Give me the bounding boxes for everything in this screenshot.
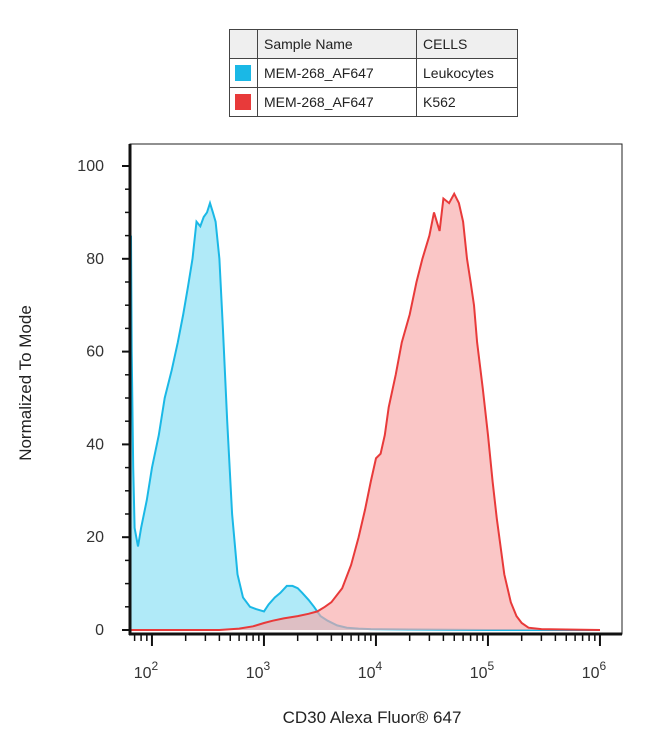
- series-line-k562: [131, 191, 601, 631]
- x-axis-title: CD30 Alexa Fluor® 647: [283, 708, 462, 727]
- y-tick-label: 80: [86, 251, 104, 268]
- series-area-k562: [131, 193, 600, 631]
- legend-sample-name: MEM-268_AF647: [257, 58, 417, 88]
- y-axis-title: Normalized To Mode: [16, 305, 35, 461]
- legend-cells: K562: [416, 87, 518, 117]
- legend-header-cells: CELLS: [416, 29, 518, 59]
- x-tick-label: 105: [470, 659, 495, 682]
- y-tick-label: 20: [86, 529, 104, 546]
- histogram-curves: [130, 191, 601, 631]
- y-tick-label: 60: [86, 344, 104, 361]
- y-tick-label: 100: [77, 158, 104, 175]
- legend-header-sample-name: Sample Name: [257, 29, 417, 59]
- legend-cells: Leukocytes: [416, 58, 518, 88]
- axes: 0 20 40 60 80 100 102 103 104 105 106: [77, 144, 622, 682]
- y-tick-label: 40: [86, 436, 104, 453]
- series-area-leukocytes: [131, 203, 600, 630]
- y-tick-label: 0: [95, 622, 104, 639]
- x-tick-label: 103: [246, 659, 271, 682]
- legend-swatch-k562: [235, 94, 251, 110]
- legend-header-blank: [229, 29, 258, 59]
- sample-legend-table: Sample Name CELLS MEM-268_AF647 Leukocyt…: [229, 29, 518, 117]
- x-tick-label: 106: [582, 659, 607, 682]
- x-tick-label: 104: [358, 659, 383, 682]
- legend-swatch-leukocytes: [235, 65, 251, 81]
- x-tick-label: 102: [134, 659, 159, 682]
- legend-header-row: Sample Name CELLS: [229, 29, 518, 59]
- legend-sample-name: MEM-268_AF647: [257, 87, 417, 117]
- legend-row: MEM-268_AF647 K562: [229, 87, 518, 117]
- legend-row: MEM-268_AF647 Leukocytes: [229, 58, 518, 88]
